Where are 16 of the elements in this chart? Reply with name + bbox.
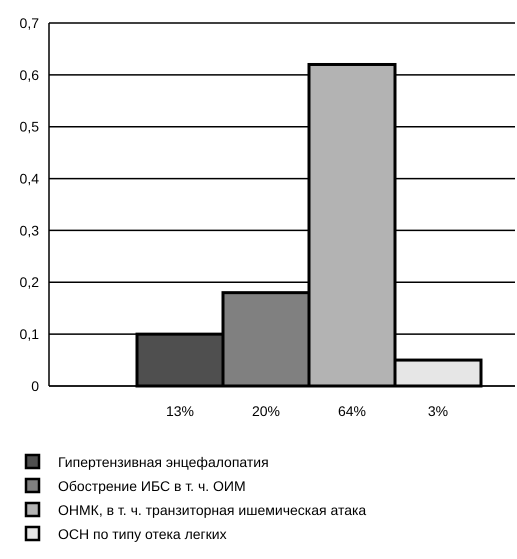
x-tick-label: 3% [428, 403, 448, 419]
y-tick-label: 0,5 [20, 118, 40, 135]
x-tick-label: 20% [252, 403, 280, 419]
y-tick-label: 0,4 [20, 170, 40, 186]
y-tick-label: 0,2 [20, 274, 40, 290]
x-tick-label: 64% [338, 403, 366, 419]
y-tick-label: 0,7 [20, 14, 40, 31]
y-tick-label: 0,6 [20, 66, 40, 83]
y-tick-label: 0,1 [20, 326, 40, 342]
legend-label: Обострение ИБС в т. ч. ОИМ [58, 478, 246, 494]
legend-label: ОНМК, в т. ч. транзиторная ишемическая атака [58, 502, 366, 518]
legend-label: Гипертензивная энцефалопатия [58, 454, 269, 470]
legend-label: ОСН по типу отека легких [58, 526, 227, 542]
x-tick-label: 13% [166, 403, 194, 419]
y-tick-label: 0 [31, 378, 40, 394]
y-tick-label: 0,3 [20, 222, 40, 238]
